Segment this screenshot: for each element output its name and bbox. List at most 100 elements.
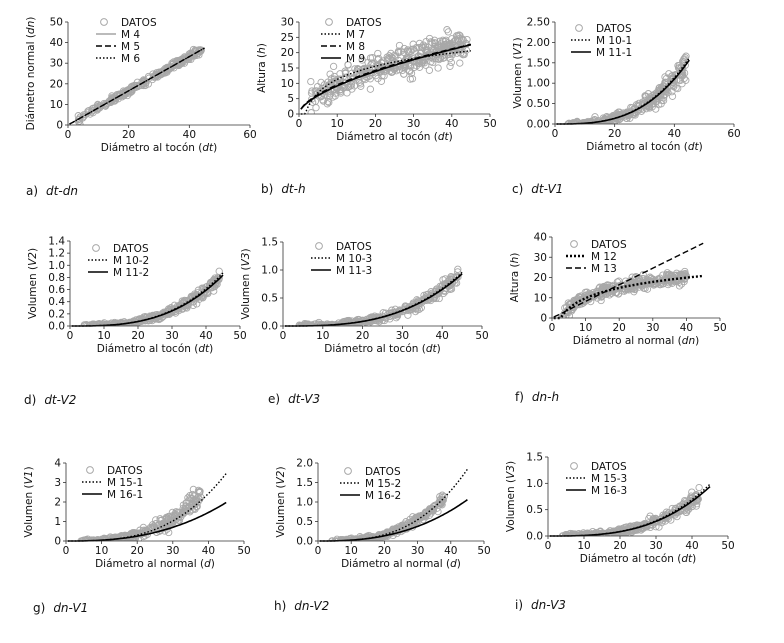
data-point	[679, 272, 688, 280]
y-tick-label: 1	[54, 516, 61, 528]
x-tick-label: 30	[649, 540, 662, 552]
x-tick-label: 20	[608, 128, 621, 140]
data-point	[434, 64, 442, 72]
data-point	[564, 531, 572, 536]
x-tick-label: 10	[331, 118, 344, 130]
y-tick-label: 2.0	[296, 458, 313, 470]
data-point	[446, 40, 454, 48]
x-tick-label: 30	[396, 330, 409, 342]
legend-label: DATOS	[365, 466, 401, 478]
legend-label: DATOS	[121, 17, 157, 29]
y-tick-label: 0	[287, 109, 294, 121]
y-tick-label: 30	[534, 252, 547, 264]
y-tick-label: 1.4	[48, 236, 65, 248]
y-axis-label: Altura (h)	[256, 43, 268, 93]
data-point	[450, 276, 459, 285]
data-point	[420, 59, 428, 67]
legend-label: M 7	[346, 29, 365, 41]
data-point	[681, 496, 689, 505]
data-point	[303, 320, 311, 326]
data-point	[680, 502, 688, 511]
data-point	[428, 39, 436, 47]
x-tick-label: 60	[727, 128, 740, 140]
legend-label: M 10-3	[336, 253, 372, 265]
legend-label: M 4	[121, 29, 140, 41]
x-tick-label: 30	[411, 545, 424, 557]
x-tick-label: 40	[436, 330, 449, 342]
y-axis-label: Volumen (V1)	[23, 466, 35, 537]
caption-b: b) dt-h	[261, 182, 306, 196]
y-tick-label: 3	[54, 477, 61, 489]
data-point	[399, 48, 408, 56]
legend-label: DATOS	[107, 465, 143, 477]
y-axis-label: Altura (h)	[509, 253, 521, 303]
y-axis-label: Diámetro normal (dn)	[25, 17, 37, 131]
y-tick-label: 1.5	[296, 477, 313, 489]
data-point	[445, 280, 453, 289]
x-axis-label: Diámetro al normal (d)	[95, 558, 215, 570]
data-point	[675, 282, 684, 290]
data-point	[441, 37, 450, 46]
x-tick-label: 10	[579, 322, 592, 334]
data-point	[147, 313, 155, 321]
x-tick-label: 50	[237, 545, 250, 557]
data-point	[639, 270, 647, 279]
y-tick-label: 1.50	[527, 57, 550, 69]
data-point	[164, 64, 172, 72]
data-point	[341, 69, 350, 78]
data-point	[410, 517, 418, 525]
y-axis-label: Volumen (V1)	[512, 37, 524, 108]
data-point	[440, 492, 448, 501]
y-tick-label: 0.50	[527, 98, 550, 110]
x-tick-label: 30	[166, 545, 179, 557]
x-tick-label: 20	[369, 118, 382, 130]
data-point	[188, 51, 197, 60]
x-tick-label: 20	[122, 129, 135, 141]
y-tick-label: 1.0	[48, 260, 65, 272]
data-point	[450, 37, 458, 46]
data-point	[356, 80, 365, 88]
data-point	[373, 61, 381, 69]
x-tick-label: 0	[63, 545, 70, 557]
data-point	[165, 310, 174, 318]
data-point	[443, 26, 451, 34]
y-tick-label: 10	[534, 292, 547, 304]
scatter-points-d	[80, 267, 223, 326]
data-point	[584, 294, 592, 303]
y-tick-label: 25	[281, 32, 294, 44]
series-line-m-13	[553, 242, 704, 318]
data-point	[99, 320, 107, 326]
caption-e: e) dt-V3	[268, 392, 321, 406]
x-tick-label: 10	[95, 545, 108, 557]
data-point	[441, 53, 449, 62]
y-tick-label: 0.0	[261, 321, 278, 333]
data-point	[463, 35, 471, 44]
data-point	[356, 78, 364, 86]
x-tick-label: 40	[199, 330, 212, 342]
data-point	[366, 85, 375, 93]
y-tick-label: 1.5	[261, 237, 278, 249]
y-tick-label: 0.5	[261, 293, 278, 305]
data-point	[412, 44, 420, 52]
x-tick-label: 40	[444, 545, 457, 557]
data-point	[627, 103, 635, 112]
data-point	[80, 112, 88, 121]
legend-marker-datos	[570, 462, 578, 470]
x-tick-label: 40	[183, 129, 196, 141]
y-tick-label: 0.5	[526, 504, 543, 516]
legend-label: M 11-1	[596, 47, 632, 59]
data-point	[628, 527, 636, 535]
data-point	[668, 92, 677, 100]
x-tick-label: 40	[668, 128, 681, 140]
data-point	[388, 68, 397, 76]
x-tick-label: 40	[202, 545, 215, 557]
data-point	[308, 95, 316, 103]
data-point	[580, 530, 588, 536]
data-point	[660, 513, 669, 521]
x-axis-label: Diámetro al tocón (dt)	[336, 131, 453, 143]
series-line-m-6	[69, 47, 205, 125]
